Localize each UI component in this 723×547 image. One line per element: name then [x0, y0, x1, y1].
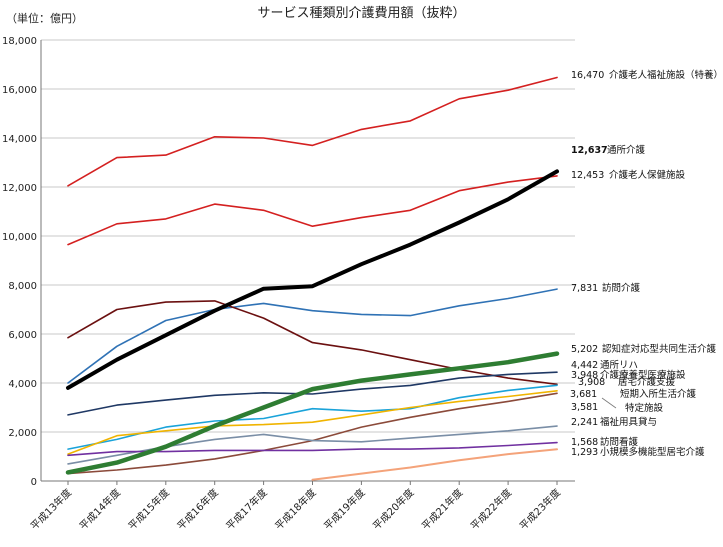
y-tick-label: 8,000 — [8, 281, 37, 292]
series-value-label: 2,241 — [571, 417, 598, 428]
x-tick-label: 平成13年度 — [28, 486, 74, 532]
series-name-label: 通所介護 — [607, 144, 646, 156]
series-line — [311, 448, 558, 481]
series-name-label: 介護療養型医療施設 — [600, 369, 686, 381]
y-tick-label: 6,000 — [8, 330, 37, 341]
x-tick-label: 平成21年度 — [419, 486, 465, 532]
series-name-label: 短期入所生活介護 — [620, 388, 697, 400]
x-tick-label: 平成16年度 — [174, 486, 220, 532]
y-tick-label: 14,000 — [2, 134, 37, 145]
unit-label: （単位：億円） — [6, 12, 83, 25]
series-line — [67, 371, 558, 416]
y-tick-label: 4,000 — [8, 379, 37, 390]
y-tick-label: 18,000 — [2, 36, 37, 47]
series-value-label: 3,681 — [570, 389, 597, 400]
series-value-label: 3,908 — [578, 377, 605, 388]
series-name-label: 居宅介護支援 — [618, 376, 676, 388]
series-value-label: 3,581 — [571, 402, 598, 413]
series-line — [65, 351, 560, 475]
series-line — [67, 300, 558, 386]
x-axis: 平成13年度 平成14年度 平成15年度 平成16年度 平成17年度 平成18年度 平成19… — [28, 481, 563, 532]
series-lines — [65, 76, 560, 481]
x-tick-label: 平成18年度 — [272, 486, 318, 532]
series-value-label: 5,202 — [571, 344, 598, 355]
series-name-label: 訪問介護 — [602, 282, 641, 294]
series-name-label: 認知症対応型共同生活介護 — [602, 343, 717, 355]
series-name-label: 福祉用具貸与 — [600, 416, 657, 428]
series-value-label: 4,442 — [571, 360, 598, 371]
series-line — [66, 169, 559, 390]
x-tick-label: 平成20年度 — [370, 486, 416, 532]
series-name-label: 特定施設 — [625, 402, 664, 414]
x-tick-label: 平成17年度 — [223, 486, 269, 532]
series-name-label: 介護老人保健施設 — [609, 169, 686, 181]
series-value-label: 7,831 — [571, 283, 598, 294]
series-name-label: 小規模多機能型居宅介護 — [600, 446, 705, 458]
series-value-label: 16,470 — [571, 70, 604, 81]
x-tick-label: 平成15年度 — [125, 486, 171, 532]
series-value-label: 1,568 — [571, 437, 598, 448]
y-tick-label: 12,000 — [2, 183, 37, 194]
series-name-label: 介護老人福祉施設（特養） — [609, 69, 723, 81]
x-tick-label: 平成14年度 — [77, 486, 123, 532]
series-line — [67, 288, 558, 384]
label-connector — [601, 397, 617, 409]
series-line — [67, 76, 558, 187]
x-tick-label: 平成19年度 — [321, 486, 367, 532]
series-line — [67, 175, 558, 246]
series-line — [67, 390, 558, 455]
y-tick-label: 16,000 — [2, 85, 37, 96]
y-tick-label: 0 — [31, 477, 37, 488]
x-tick-label: 平成23年度 — [517, 486, 563, 532]
series-name-label: 通所リハ — [600, 360, 638, 371]
gridlines — [41, 39, 575, 482]
series-name-label: 訪問看護 — [600, 436, 639, 448]
series-value-label: 1,293 — [571, 447, 598, 458]
y-tick-label: 10,000 — [2, 232, 37, 243]
chart-title: サービス種類別介護費用額（抜粋） — [257, 6, 466, 21]
series-value-label: 12,637 — [571, 145, 608, 156]
series-value-label: 3,948 — [571, 370, 598, 381]
series-line — [67, 425, 558, 465]
series-value-label: 12,453 — [571, 170, 604, 181]
series-line — [67, 384, 558, 450]
y-tick-label: 2,000 — [8, 428, 37, 439]
x-tick-label: 平成22年度 — [468, 486, 514, 532]
y-axis: 0 2,000 4,000 6,000 8,000 10,000 12,000 14,000 1… — [2, 36, 42, 488]
